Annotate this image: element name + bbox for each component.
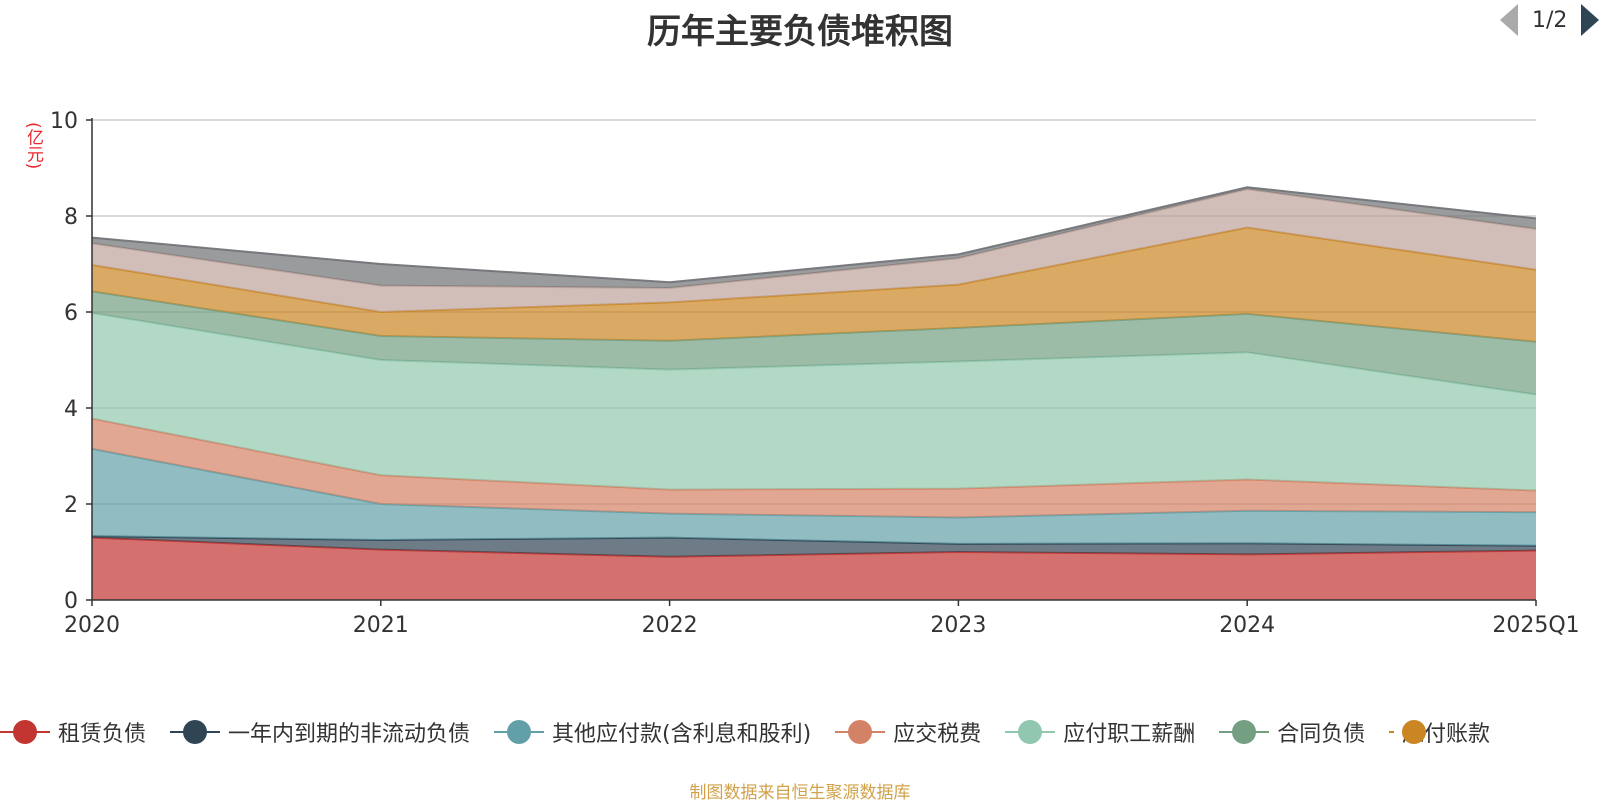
legend-marker-icon [1005, 719, 1056, 745]
y-axis-unit-label: (亿元) [23, 122, 43, 170]
legend-item[interactable]: 租赁负债 [0, 712, 146, 752]
legend-prev-page-icon[interactable] [1500, 4, 1518, 36]
area-series-line-8 [91, 186, 1537, 284]
area-series-4[interactable] [92, 312, 1536, 491]
legend-item[interactable]: 一年内到期的非流动负债 [170, 712, 470, 752]
legend-item[interactable]: 应付账款 [1389, 712, 1490, 752]
x-tick-label: 2023 [930, 613, 986, 638]
legend-marker-icon [494, 719, 545, 745]
legend-marker-icon [0, 719, 50, 745]
x-tick-label: 2025Q1 [1492, 613, 1579, 638]
area-series-2[interactable] [92, 448, 1536, 546]
y-tick-label: 6 [64, 301, 78, 326]
x-tick-label: 2022 [642, 613, 698, 638]
legend-page-indicator: 1/2 [1532, 7, 1568, 33]
legend: 租赁负债 一年内到期的非流动负债 其他应付款(含利息和股利) 应交税费 应付职工薪酬 合同… [0, 712, 1600, 752]
area-series-5[interactable] [92, 291, 1536, 395]
legend-next-page-icon[interactable] [1581, 4, 1600, 36]
legend-marker-icon [170, 719, 221, 745]
legend-label: 应交税费 [893, 722, 982, 747]
legend-label: 租赁负债 [58, 722, 147, 747]
legend-item[interactable]: 应付职工薪酬 [1005, 712, 1195, 752]
source-note: 制图数据来自恒生聚源数据库 [689, 783, 911, 803]
x-tick-label: 2020 [64, 613, 120, 638]
area-series-0[interactable] [92, 537, 1536, 600]
legend-label: 应付职工薪酬 [1063, 722, 1196, 747]
legend-marker-icon [1389, 719, 1427, 745]
chart-title: 历年主要负债堆积图 [647, 12, 953, 52]
y-tick-label: 4 [64, 397, 78, 422]
legend-marker-icon [835, 719, 886, 745]
area-series-6[interactable] [92, 227, 1536, 342]
legend-pager: 1/2 [1500, 0, 1600, 40]
legend-marker-icon [1219, 719, 1270, 745]
x-tick-label: 2024 [1219, 613, 1275, 638]
x-tick-label: 2021 [353, 613, 409, 638]
area-series-1[interactable] [92, 536, 1536, 557]
legend-item[interactable]: 应交税费 [835, 712, 981, 752]
legend-label: 合同负债 [1277, 722, 1366, 747]
area-series-7[interactable] [92, 189, 1536, 312]
y-tick-label: 0 [64, 589, 78, 614]
y-tick-label: 8 [64, 205, 78, 230]
legend-item[interactable]: 其他应付款(含利息和股利) [494, 712, 811, 752]
y-tick-label: 10 [50, 109, 78, 134]
legend-label: 一年内到期的非流动负债 [228, 722, 471, 747]
area-series-3[interactable] [92, 418, 1536, 518]
legend-label: 其他应付款(含利息和股利) [552, 722, 812, 747]
y-tick-label: 2 [64, 493, 78, 518]
legend-item[interactable]: 合同负债 [1219, 712, 1365, 752]
